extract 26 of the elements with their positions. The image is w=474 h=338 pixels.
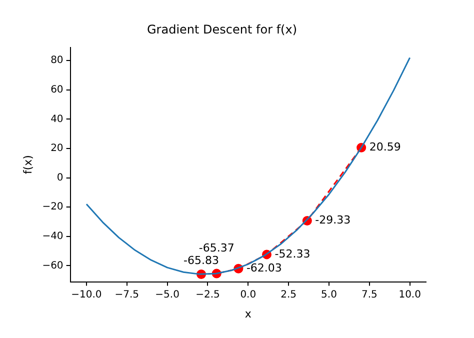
- y-tick-label: −60: [42, 260, 64, 272]
- x-tick-label: −2.5: [196, 289, 220, 300]
- x-tick-label: 5.0: [321, 289, 337, 300]
- x-tick-label: 2.5: [280, 289, 297, 300]
- y-tick-label: 40: [50, 114, 64, 125]
- x-tick-label: −5.0: [155, 289, 180, 300]
- data-label: -65.83: [184, 254, 220, 268]
- data-label: -62.03: [246, 262, 282, 275]
- x-tick-label: −10.0: [71, 289, 102, 300]
- data-label: -29.33: [315, 214, 351, 227]
- y-tick-label: −40: [42, 230, 64, 242]
- x-axis-title: x: [244, 307, 252, 320]
- y-axis-title: f(x): [21, 155, 34, 174]
- x-tick-label: 7.5: [361, 289, 378, 300]
- data-label: -65.37: [198, 241, 234, 254]
- data-label: 20.59: [369, 140, 401, 154]
- chart-title: Gradient Descent for f(x): [146, 22, 298, 36]
- y-tick-label: 0: [56, 172, 64, 184]
- data-label: -52.33: [274, 247, 310, 260]
- y-tick-label: 80: [50, 55, 64, 66]
- x-tick-label: −7.5: [114, 289, 140, 300]
- x-tick-label: 0.0: [240, 289, 256, 300]
- x-tick-label: 10.0: [398, 289, 421, 300]
- y-tick-label: 60: [50, 84, 64, 96]
- y-tick-label: −20: [42, 202, 64, 213]
- y-tick-label: 20: [50, 143, 64, 154]
